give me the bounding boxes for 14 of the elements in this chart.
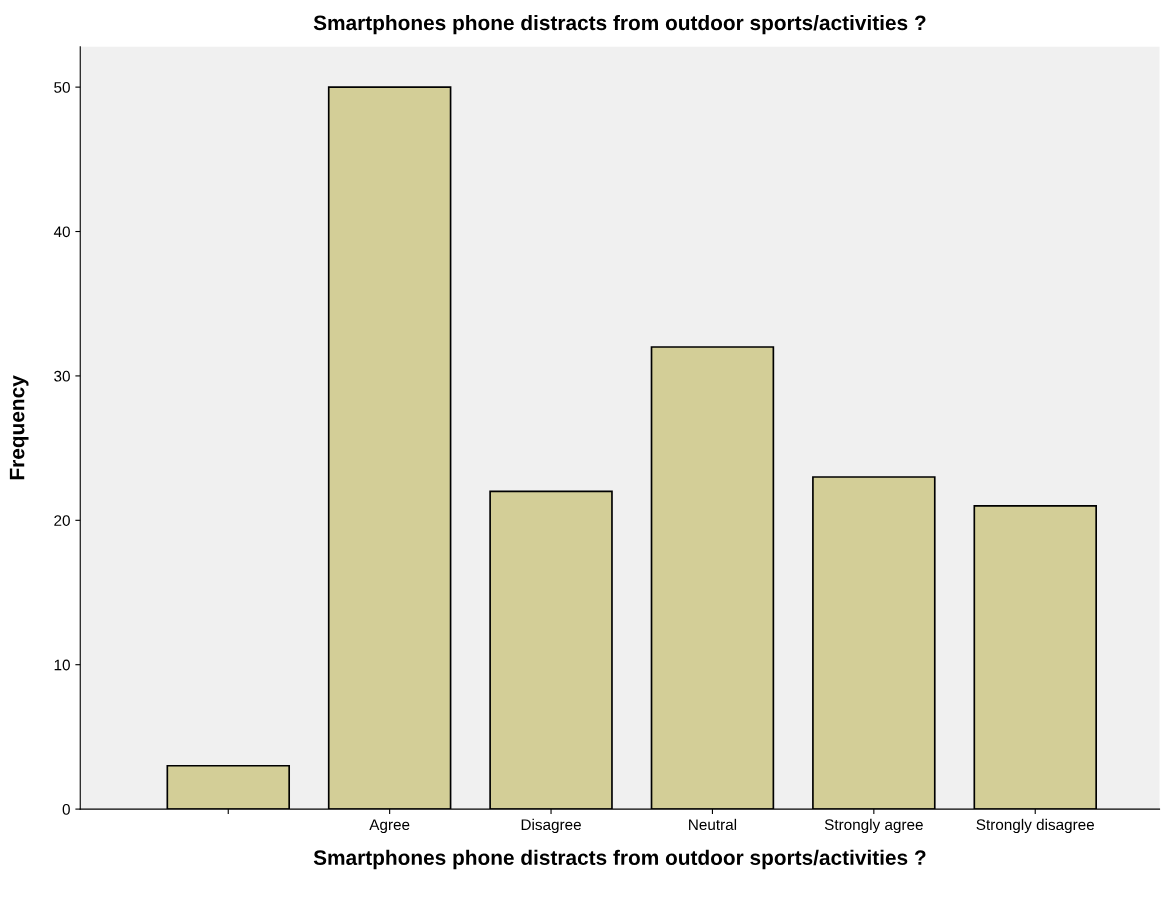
y-tick-label: 50 [54, 81, 70, 93]
y-tick-label: 0 [62, 803, 70, 815]
x-tick-label: Agree [369, 819, 410, 834]
x-tick-label: Disagree [521, 818, 581, 834]
chart-title: Smartphones phone distracts from outdoor sports/activities ? [313, 14, 926, 35]
y-axis-title: Frequency [9, 375, 29, 480]
y-tick-label: 30 [54, 370, 70, 382]
x-axis-title: Smartphones phone distracts from outdoor sports/activities ? [313, 849, 926, 870]
x-tick-label: Neutral [689, 818, 737, 831]
y-tick-label: 40 [53, 226, 70, 238]
x-tick-label: Strongly disagree [976, 818, 1095, 834]
y-tick-label: 10 [54, 659, 70, 671]
x-tick-label: Strongly agree [824, 818, 923, 834]
y-tick-label: 20 [54, 515, 70, 526]
